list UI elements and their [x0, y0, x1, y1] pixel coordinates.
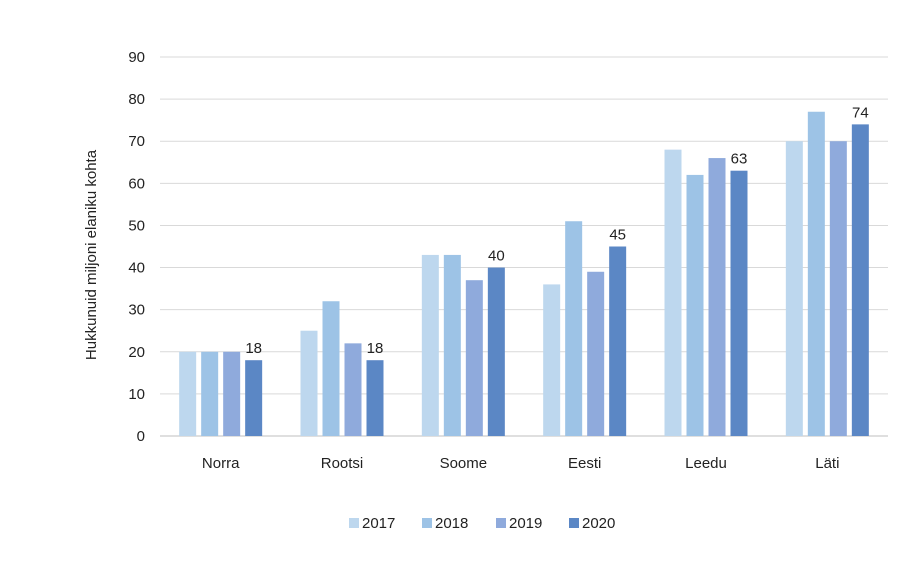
y-tick-label: 30 [128, 302, 145, 319]
y-tick-label: 20 [128, 344, 145, 361]
data-label: 18 [367, 340, 384, 357]
bar-2019-norra [223, 351, 241, 436]
y-tick-label: 10 [128, 386, 145, 403]
bars [179, 111, 869, 437]
y-tick-label: 90 [128, 49, 145, 66]
legend-label: 2017 [362, 515, 395, 532]
legend-swatch-2017 [349, 518, 359, 528]
bar-2018-läti [807, 111, 825, 436]
bar-2019-läti [829, 141, 847, 436]
bar-2017-eesti [543, 284, 561, 436]
legend-label: 2020 [582, 515, 615, 532]
bar-2018-soome [443, 254, 461, 436]
bar-2019-rootsi [344, 343, 362, 436]
y-axis-ticks: 0 10 20 30 40 50 60 70 80 90 [128, 49, 145, 445]
y-tick-label: 60 [128, 175, 145, 192]
bar-2018-leedu [686, 174, 704, 436]
bar-2020-rootsi [366, 360, 384, 436]
data-label: 63 [731, 151, 748, 168]
bar-2020-eesti [609, 246, 627, 436]
y-tick-label: 40 [128, 260, 145, 277]
bar-2020-leedu [730, 170, 748, 436]
y-tick-label: 70 [128, 133, 145, 150]
bar-2018-rootsi [322, 301, 340, 436]
x-category-label: Rootsi [321, 455, 364, 472]
x-category-label: Läti [815, 455, 839, 472]
x-category-label: Soome [440, 455, 488, 472]
y-tick-label: 80 [128, 91, 145, 108]
data-label: 74 [852, 104, 869, 121]
bar-2019-eesti [587, 271, 605, 436]
bar-2019-leedu [708, 158, 726, 437]
x-category-label: Eesti [568, 455, 601, 472]
legend-swatch-2018 [422, 518, 432, 528]
legend-label: 2018 [435, 515, 468, 532]
data-label: 40 [488, 248, 505, 265]
legend-swatch-2019 [496, 518, 506, 528]
bar-2018-eesti [565, 221, 583, 436]
y-tick-label: 50 [128, 217, 145, 234]
data-labels: 18 18 40 45 63 74 [245, 104, 868, 357]
x-category-label: Leedu [685, 455, 727, 472]
bar-2017-leedu [664, 149, 682, 436]
bar-2017-soome [421, 254, 439, 436]
bar-2019-soome [465, 280, 483, 436]
legend-label: 2019 [509, 515, 542, 532]
gridlines [160, 56, 888, 437]
bar-2020-norra [245, 360, 263, 436]
bar-2017-norra [179, 351, 197, 436]
x-axis-categories: Norra Rootsi Soome Eesti Leedu Läti [202, 455, 840, 472]
y-axis-label: Hukkunuid miljoni elaniku kohta [83, 149, 100, 360]
data-label: 18 [245, 340, 262, 357]
bar-2020-soome [487, 267, 505, 436]
legend-swatch-2020 [569, 518, 579, 528]
bar-2018-norra [201, 351, 219, 436]
legend: 2017 2018 2019 2020 [349, 515, 615, 532]
x-category-label: Norra [202, 455, 240, 472]
bar-2017-rootsi [300, 330, 318, 436]
bar-2020-läti [851, 124, 869, 436]
bar-2017-läti [785, 141, 803, 436]
data-label: 45 [609, 227, 626, 244]
y-tick-label: 0 [137, 428, 145, 445]
